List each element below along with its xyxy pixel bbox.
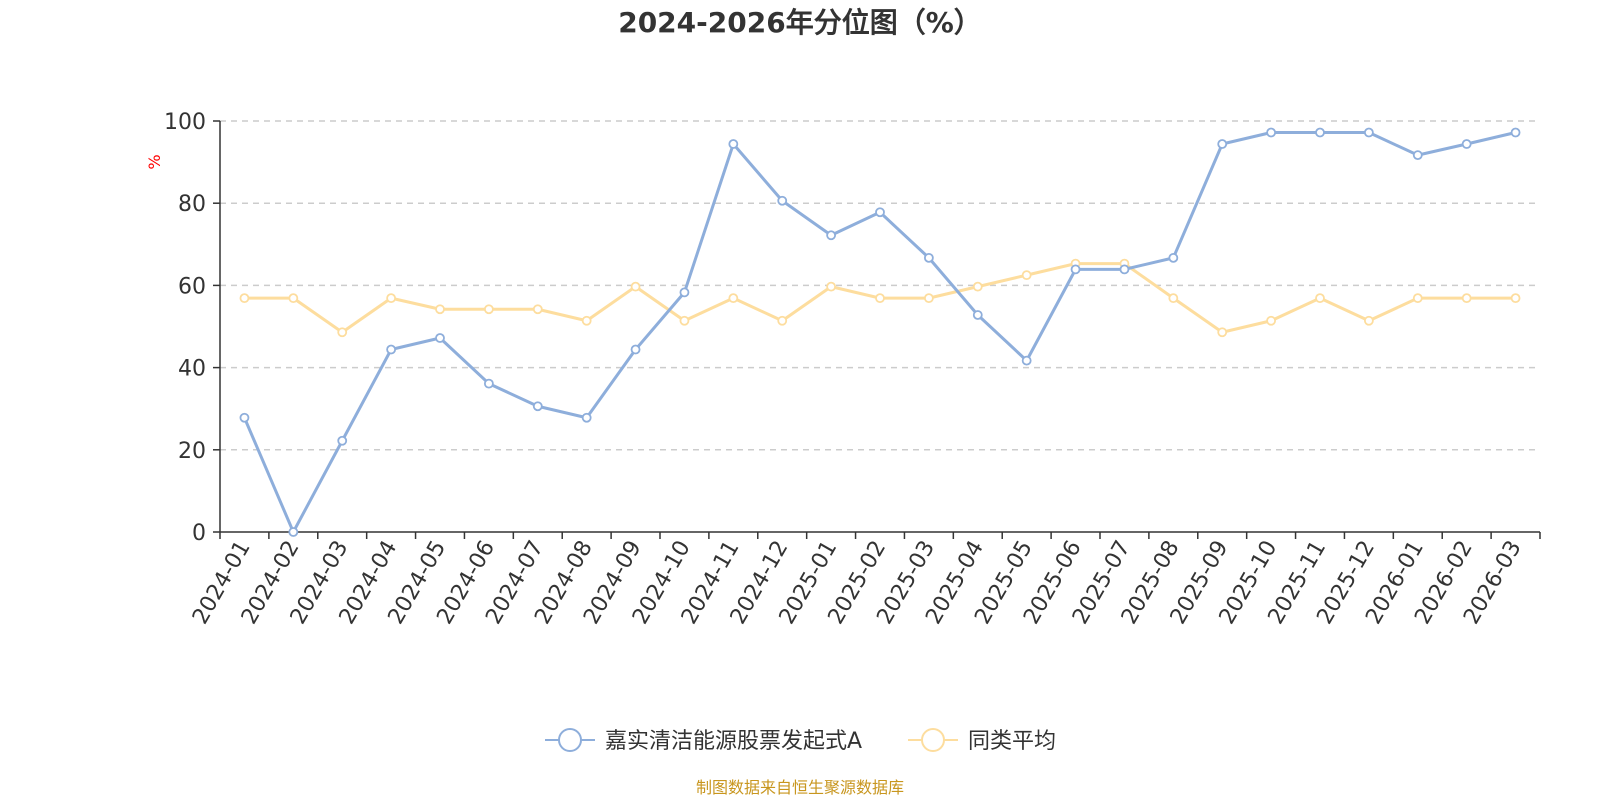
data-point <box>923 252 934 263</box>
data-point <box>630 281 641 292</box>
y-tick-label: 40 <box>178 357 206 382</box>
data-point <box>1070 264 1081 275</box>
data-point <box>337 327 348 338</box>
data-point <box>630 344 641 355</box>
series-layer <box>239 127 1521 537</box>
data-point <box>435 304 445 315</box>
data-point <box>1315 127 1325 138</box>
data-point <box>1461 139 1472 149</box>
legend-label: 同类平均 <box>968 729 1056 754</box>
data-point <box>972 281 983 292</box>
series-line-0 <box>243 131 1516 534</box>
data-point <box>581 412 592 423</box>
data-point <box>1266 127 1277 138</box>
data-point <box>875 293 885 304</box>
data-point <box>581 315 592 326</box>
data-point <box>288 527 299 537</box>
data-point <box>728 139 739 149</box>
data-point <box>1363 315 1374 326</box>
data-point <box>1266 315 1277 326</box>
data-point <box>532 304 543 315</box>
y-tick-label: 20 <box>178 439 206 464</box>
legend-marker <box>921 728 945 752</box>
data-point <box>1315 293 1325 304</box>
data-point <box>1168 293 1179 304</box>
data-point <box>1119 264 1130 275</box>
series-1 <box>239 258 1521 338</box>
data-point <box>288 293 299 304</box>
data-point <box>777 195 788 206</box>
data-point <box>826 230 837 241</box>
data-point <box>1021 270 1032 281</box>
data-point <box>826 281 837 292</box>
data-point <box>679 315 690 326</box>
data-point <box>679 287 690 298</box>
data-point <box>239 293 250 304</box>
data-point <box>1168 252 1179 263</box>
data-point <box>1461 293 1472 304</box>
axes: 0204060801002024-012024-022024-032024-04… <box>164 110 1541 629</box>
series-0 <box>239 127 1521 537</box>
y-tick-label: 60 <box>178 274 206 299</box>
y-tick-label: 80 <box>178 192 206 217</box>
legend-item-0: 嘉实清洁能源股票发起式A <box>545 728 862 754</box>
data-point <box>1510 127 1521 138</box>
source-note: 制图数据来自恒生聚源数据库 <box>696 778 904 797</box>
grid-lines <box>220 120 1540 451</box>
data-point <box>483 304 494 315</box>
y-tick-label: 100 <box>164 110 206 135</box>
data-point <box>972 310 983 320</box>
chart-title: 2024-2026年分位图（%） <box>618 6 982 39</box>
data-point <box>1021 355 1032 366</box>
data-point <box>337 435 348 446</box>
data-point <box>875 207 885 218</box>
legend-marker <box>558 728 582 752</box>
legend-item-1: 同类平均 <box>908 728 1056 754</box>
data-point <box>1217 139 1228 149</box>
data-point <box>386 293 397 304</box>
data-point <box>532 401 543 412</box>
data-point <box>239 412 250 423</box>
y-tick-label: 0 <box>192 521 206 546</box>
legend: 嘉实清洁能源股票发起式A 同类平均 <box>545 728 1056 754</box>
data-point <box>386 344 397 355</box>
data-point <box>1412 293 1423 304</box>
data-point <box>1363 127 1374 138</box>
data-point <box>435 333 445 343</box>
data-point <box>923 293 934 304</box>
legend-label: 嘉实清洁能源股票发起式A <box>605 729 862 754</box>
data-point <box>1217 327 1228 338</box>
data-point <box>483 378 494 389</box>
data-point <box>728 293 739 304</box>
data-point <box>1510 293 1521 304</box>
y-axis-label: % <box>145 154 164 169</box>
data-point <box>1412 150 1423 161</box>
data-point <box>777 315 788 326</box>
